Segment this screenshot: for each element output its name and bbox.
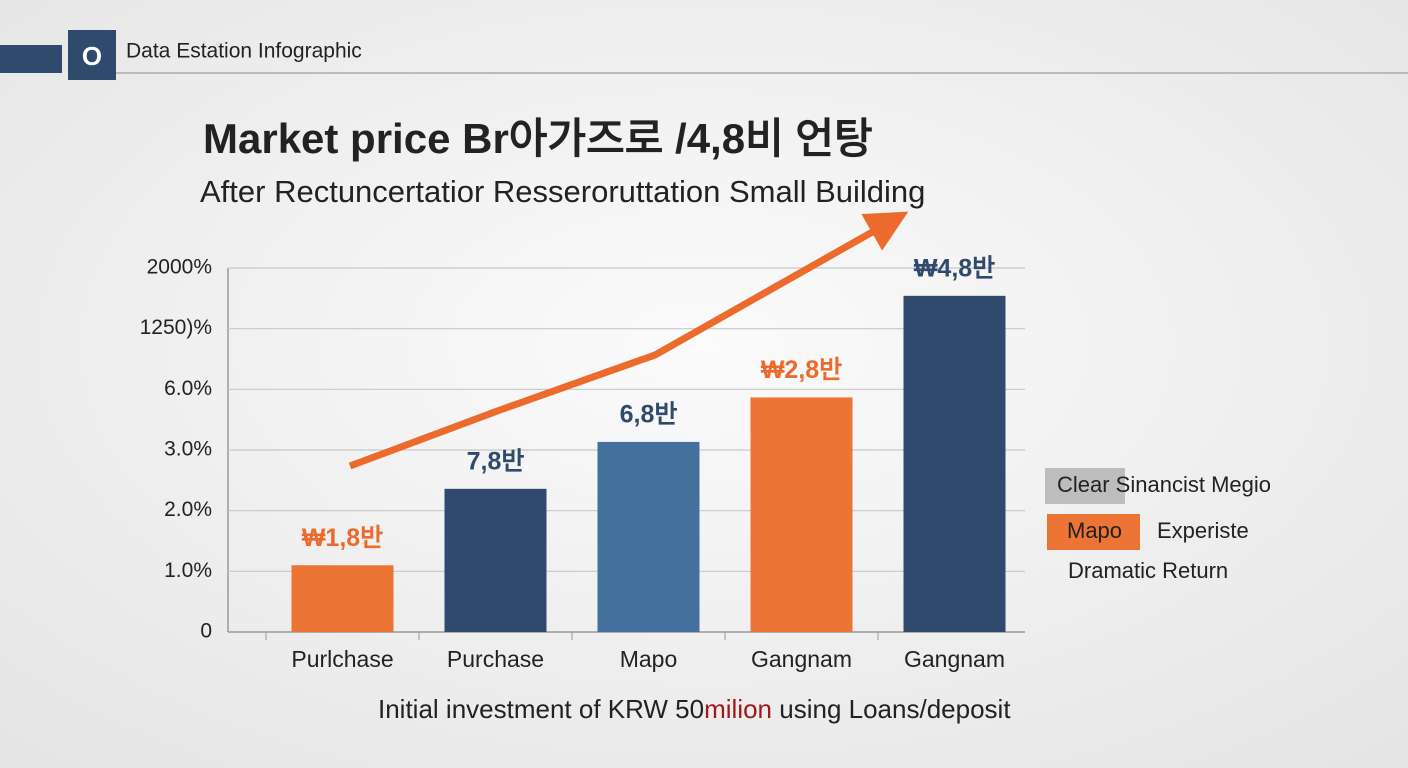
y-tick-label: 2000% [147, 256, 212, 279]
x-label-highlight: milion [704, 694, 772, 724]
x-label-part: Initial investment of KRW 50 [378, 694, 704, 724]
x-tick-label: Gangnam [904, 646, 1005, 672]
badge-text: O [82, 41, 102, 71]
bar-annotation: ₩2,8반 [761, 356, 842, 384]
header-stripe [0, 45, 62, 73]
bar-annotation: 6,8반 [620, 401, 678, 429]
chart-title: Market price Br아가즈로 /4,8비 언탕 [203, 115, 873, 162]
x-tick-label: Purchase [447, 646, 544, 672]
y-tick-label: 1250)% [140, 316, 212, 339]
y-tick-label: 1.0% [164, 559, 212, 582]
header-title: Data Estation Infographic [126, 40, 362, 63]
legend-label: Clear Sinancist Megio [1057, 472, 1271, 497]
x-axis-label: Initial investment of KRW 50milion using… [378, 694, 1011, 724]
y-tick-label: 2.0% [164, 498, 212, 521]
x-tick-label: Mapo [620, 646, 678, 672]
y-tick-label: 6.0% [164, 377, 212, 400]
x-label-part: using Loans/deposit [772, 694, 1011, 724]
trend-arrow [348, 211, 909, 470]
y-tick-label: 3.0% [164, 438, 212, 461]
bar [597, 441, 700, 632]
bar [291, 565, 394, 632]
x-tick-label: Gangnam [751, 646, 852, 672]
legend-swatch [1045, 468, 1125, 504]
legend-label: Mapo [1067, 518, 1122, 543]
bar [903, 295, 1006, 632]
bar-annotation: ₩4,8반 [914, 254, 995, 282]
plot: 0 1.0% 2.0% 3.0% 6.0% 1250)% 2000% Purlchase ₩1,… [140, 254, 1025, 672]
bar [444, 488, 547, 632]
bar-annotation: ₩1,8반 [302, 524, 383, 552]
header-badge [68, 30, 116, 80]
bar-annotation: 7,8반 [467, 447, 525, 475]
legend-label: Experiste [1157, 518, 1249, 543]
legend-label: Dramatic Return [1068, 558, 1228, 583]
chart-subtitle: After Rectuncertatior Resseroruttation S… [200, 174, 925, 209]
legend-swatch [1047, 514, 1140, 550]
x-tick-label: Purlchase [291, 646, 393, 672]
legend: Clear Sinancist Megio Mapo Experiste Dramat… [1045, 468, 1271, 583]
bar [750, 397, 853, 632]
y-tick-label: 0 [200, 620, 212, 643]
